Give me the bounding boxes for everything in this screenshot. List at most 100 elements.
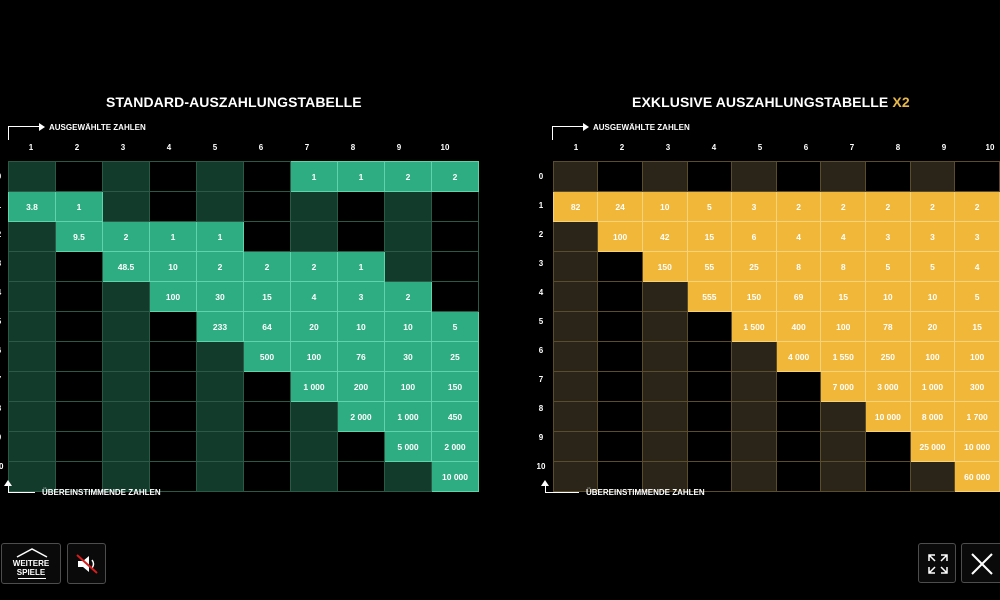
payout-cell: 300 [954,371,1000,402]
column-header: 6 [803,143,809,152]
payout-cell [731,371,777,402]
payout-cell [102,461,150,492]
payout-cell: 5 [431,311,479,342]
payout-cell: 8 [775,251,822,282]
payout-cell [149,311,197,342]
matching-arrow-line [8,485,9,493]
payout-cell [775,401,822,432]
payout-cell [552,431,599,462]
payout-cell: 200 [337,371,385,402]
payout-cell: 150 [641,251,688,282]
payout-cell [243,371,291,402]
column-header: 5 [212,143,218,152]
payout-cell [775,431,822,462]
row-header: 3 [538,259,544,268]
selected-arrow-line [552,126,584,127]
payout-cell [149,161,197,192]
payout-cell [820,431,867,462]
payout-cell: 3 [909,221,956,252]
row-header: 8 [538,404,544,413]
row-header: 10 [536,462,546,471]
payout-cell [8,431,56,462]
payout-cell: 82 [552,191,599,222]
payout-cell [686,401,733,432]
payout-cell: 3.8 [8,191,56,222]
more-games-button[interactable]: WEITERE SPIELE [1,543,61,584]
fullscreen-icon [928,554,948,574]
payout-cell: 3 [954,221,1000,252]
sound-toggle-button[interactable] [67,543,106,584]
payout-cell [8,341,56,372]
column-header: 8 [350,143,356,152]
payout-cell [731,401,777,432]
column-header: 6 [258,143,264,152]
payout-cell [731,341,777,372]
payout-cell [552,371,599,402]
payout-cell: 10 [384,311,432,342]
table-row: 25 000 10 000 [552,431,1000,462]
x2-badge: X2 [892,94,910,110]
payout-cell [731,161,777,192]
payout-cell: 15 [820,281,867,312]
payout-cell: 24 [597,191,643,222]
selected-arrow-line [8,126,9,140]
payout-cell: 15 [243,281,291,312]
column-header: 5 [757,143,763,152]
payout-cell: 3 [337,281,385,312]
payout-cell [196,401,244,432]
payout-cell: 5 [686,191,733,222]
payout-cell [552,341,599,372]
payout-cell: 5 [954,281,1000,312]
payout-cell [384,191,432,222]
matching-arrow-line [545,492,579,493]
payout-cell: 10 [337,311,385,342]
column-header: 3 [665,143,671,152]
payout-cell: 1 [55,191,103,222]
payout-cell: 1 000 [290,371,338,402]
payout-cell: 3 000 [865,371,911,402]
payout-cell: 10 [909,281,956,312]
payout-cell: 10 [149,251,197,282]
payout-cell [243,401,291,432]
payout-cell: 555 [686,281,733,312]
payout-cell [196,161,244,192]
matching-arrow-line [545,485,546,493]
payout-cell: 1 550 [820,341,867,372]
row-header: 0 [538,172,544,181]
payout-cell [384,221,432,252]
payout-cell: 1 000 [384,401,432,432]
table-row: 500 100 76 30 25 [8,341,479,372]
column-header: 1 [28,143,34,152]
column-header: 10 [440,143,450,152]
payout-cell: 76 [337,341,385,372]
payout-cell [641,431,688,462]
column-header: 7 [849,143,855,152]
payout-cell: 2 [290,251,338,282]
close-button[interactable] [961,543,1000,583]
payout-cell [102,281,150,312]
home-icon [16,548,48,558]
payout-cell [55,401,103,432]
selected-numbers-label: AUSGEWÄHLTE ZAHLEN [593,123,690,132]
payout-cell: 10 000 [954,431,1000,462]
payout-cell: 150 [731,281,777,312]
payout-cell: 48.5 [102,251,150,282]
payout-cell: 60 000 [954,461,1000,492]
payout-cell [55,251,103,282]
payout-cell [552,221,599,252]
column-header: 3 [120,143,126,152]
payout-cell: 25 000 [909,431,956,462]
matching-numbers-label: ÜBEREINSTIMMENDE ZAHLEN [42,488,161,497]
payout-cell [102,161,150,192]
fullscreen-button[interactable] [918,543,956,583]
payout-cell [731,431,777,462]
column-header: 7 [304,143,310,152]
payout-cell [820,461,867,492]
payout-cell [149,191,197,222]
row-header: 8 [0,394,6,423]
payout-cell [243,461,291,492]
payout-cell [55,281,103,312]
row-header: 4 [0,278,6,307]
payout-cell [865,461,911,492]
